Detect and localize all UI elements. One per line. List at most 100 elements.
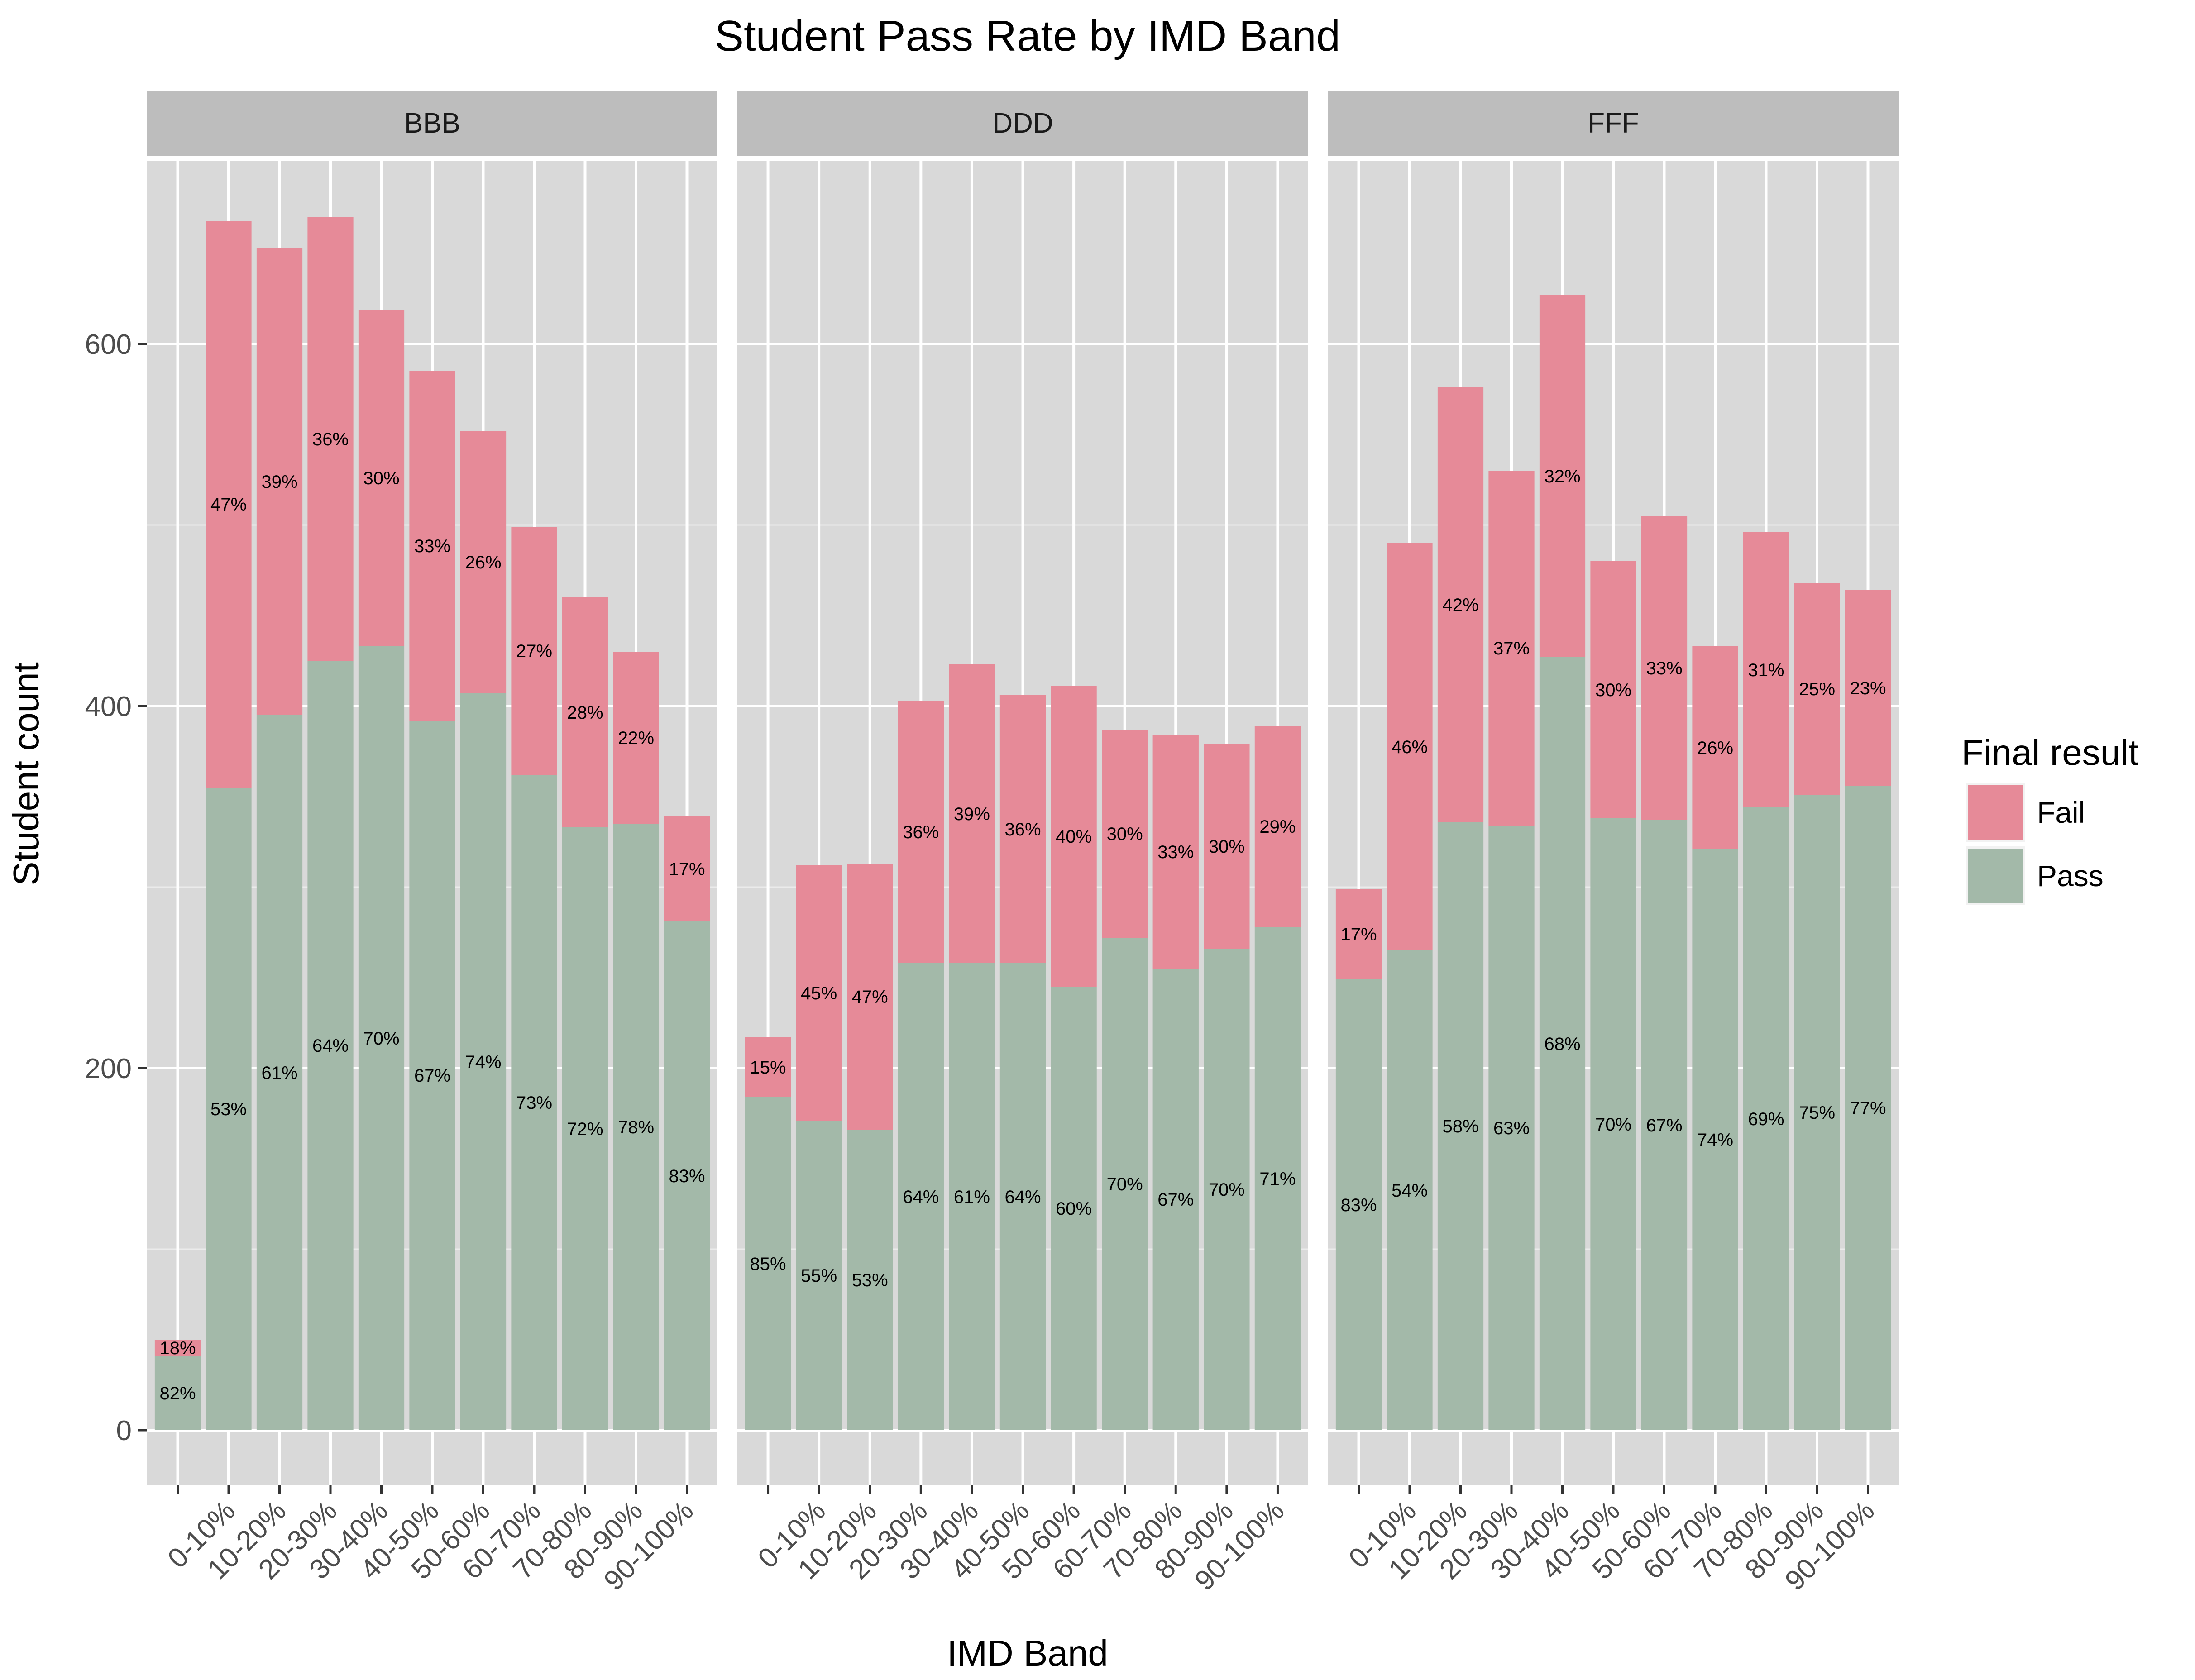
legend-label-pass: Pass bbox=[2037, 859, 2104, 892]
facet-strip-label: BBB bbox=[404, 108, 460, 139]
data-label-pass: 67% bbox=[414, 1066, 450, 1086]
data-label-pass: 71% bbox=[1259, 1169, 1296, 1189]
data-label-pass: 67% bbox=[1646, 1116, 1682, 1136]
bar-fail bbox=[409, 371, 455, 721]
data-label-fail: 37% bbox=[1493, 639, 1530, 659]
data-label-pass: 83% bbox=[1340, 1195, 1377, 1215]
data-label-fail: 17% bbox=[1340, 925, 1377, 945]
data-label-fail: 36% bbox=[312, 430, 349, 449]
data-label-pass: 61% bbox=[261, 1063, 297, 1083]
data-label-pass: 63% bbox=[1493, 1118, 1530, 1138]
bar-pass bbox=[358, 646, 405, 1430]
data-label-fail: 18% bbox=[159, 1338, 196, 1358]
bar-fail bbox=[1152, 735, 1199, 969]
bar-pass bbox=[1743, 807, 1789, 1430]
data-label-fail: 30% bbox=[1595, 680, 1631, 700]
data-label-fail: 17% bbox=[669, 859, 705, 879]
data-label-fail: 42% bbox=[1442, 595, 1478, 615]
bar-fail bbox=[1387, 543, 1433, 950]
data-label-fail: 27% bbox=[516, 641, 552, 661]
bar-pass bbox=[999, 963, 1046, 1430]
facet-panel-bbb: BBB82%18%53%47%0-10%61%39%10-20%64%36%20… bbox=[147, 91, 717, 1596]
data-label-pass: 54% bbox=[1392, 1181, 1428, 1201]
data-label-fail: 26% bbox=[465, 553, 501, 573]
data-label-fail: 36% bbox=[1004, 820, 1041, 840]
data-label-pass: 69% bbox=[1748, 1109, 1784, 1129]
data-label-fail: 30% bbox=[1107, 824, 1143, 844]
data-label-pass: 83% bbox=[669, 1166, 705, 1186]
data-label-fail: 30% bbox=[363, 468, 399, 488]
data-label-pass: 64% bbox=[1004, 1187, 1041, 1207]
bar-pass bbox=[1488, 826, 1535, 1430]
bar-pass bbox=[1437, 822, 1484, 1430]
bar-pass bbox=[1051, 987, 1097, 1430]
bar-fail bbox=[999, 695, 1046, 963]
bar-fail bbox=[745, 1037, 791, 1097]
y-axis-label: Student count bbox=[6, 662, 46, 886]
data-label-pass: 58% bbox=[1442, 1117, 1478, 1136]
bar-pass bbox=[409, 721, 455, 1430]
data-label-pass: 53% bbox=[852, 1270, 888, 1290]
bar-fail bbox=[460, 431, 507, 693]
data-label-pass: 68% bbox=[1544, 1034, 1580, 1054]
bar-pass bbox=[1387, 950, 1433, 1430]
bar-fail bbox=[1102, 730, 1148, 938]
facet-strip bbox=[1328, 91, 1899, 156]
bar-fail bbox=[1794, 583, 1840, 795]
bar-pass bbox=[796, 1121, 842, 1430]
data-label-fail: 25% bbox=[1799, 679, 1835, 699]
bar-fail bbox=[1254, 726, 1301, 927]
facet-panel-fff: FFF83%17%54%46%0-10%58%42%10-20%63%37%20… bbox=[1328, 91, 1899, 1596]
bar-pass bbox=[460, 693, 507, 1430]
data-label-pass: 70% bbox=[1595, 1115, 1631, 1135]
bar-pass bbox=[1590, 818, 1636, 1430]
bar-pass bbox=[1204, 949, 1250, 1430]
data-label-fail: 33% bbox=[1646, 659, 1682, 678]
data-label-fail: 40% bbox=[1056, 827, 1092, 847]
bar-pass bbox=[307, 661, 354, 1430]
bar-fail bbox=[1743, 532, 1789, 807]
y-tick-label: 600 bbox=[85, 329, 132, 360]
bar-pass bbox=[562, 827, 608, 1430]
data-label-pass: 72% bbox=[567, 1119, 603, 1139]
data-label-pass: 70% bbox=[1209, 1180, 1245, 1200]
data-label-fail: 15% bbox=[750, 1058, 786, 1078]
bar-fail bbox=[358, 310, 405, 646]
data-label-pass: 85% bbox=[750, 1254, 786, 1274]
bar-pass bbox=[256, 715, 303, 1430]
data-label-fail: 36% bbox=[903, 822, 939, 842]
data-label-pass: 75% bbox=[1799, 1103, 1835, 1123]
data-label-fail: 32% bbox=[1544, 467, 1580, 487]
bar-fail bbox=[664, 816, 710, 921]
data-label-fail: 30% bbox=[1209, 837, 1245, 857]
bar-fail bbox=[1335, 889, 1382, 979]
bar-fail bbox=[1641, 516, 1688, 820]
bar-pass bbox=[1539, 657, 1586, 1430]
data-label-fail: 23% bbox=[1850, 678, 1886, 698]
bar-fail bbox=[1539, 295, 1586, 657]
legend-title: Final result bbox=[1961, 732, 2138, 773]
bar-fail bbox=[847, 864, 893, 1130]
data-label-pass: 60% bbox=[1056, 1199, 1092, 1219]
data-label-fail: 28% bbox=[567, 703, 603, 723]
data-label-fail: 45% bbox=[801, 983, 837, 1003]
data-label-pass: 64% bbox=[312, 1036, 349, 1056]
bar-fail bbox=[1204, 744, 1250, 949]
y-tick-label: 400 bbox=[85, 691, 132, 722]
bar-pass bbox=[206, 788, 252, 1430]
data-label-pass: 73% bbox=[516, 1093, 552, 1113]
data-label-fail: 33% bbox=[1157, 842, 1194, 862]
data-label-fail: 33% bbox=[414, 536, 450, 556]
data-label-fail: 31% bbox=[1748, 660, 1784, 680]
bar-fail bbox=[562, 597, 608, 827]
data-label-pass: 55% bbox=[801, 1266, 837, 1286]
facet-strip bbox=[147, 91, 717, 156]
bar-pass bbox=[154, 1356, 201, 1430]
data-label-pass: 64% bbox=[903, 1187, 939, 1207]
bar-pass bbox=[1152, 969, 1199, 1430]
data-label-fail: 39% bbox=[261, 472, 297, 492]
data-label-pass: 78% bbox=[618, 1117, 654, 1137]
data-label-pass: 67% bbox=[1157, 1190, 1194, 1210]
bar-fail bbox=[256, 248, 303, 715]
